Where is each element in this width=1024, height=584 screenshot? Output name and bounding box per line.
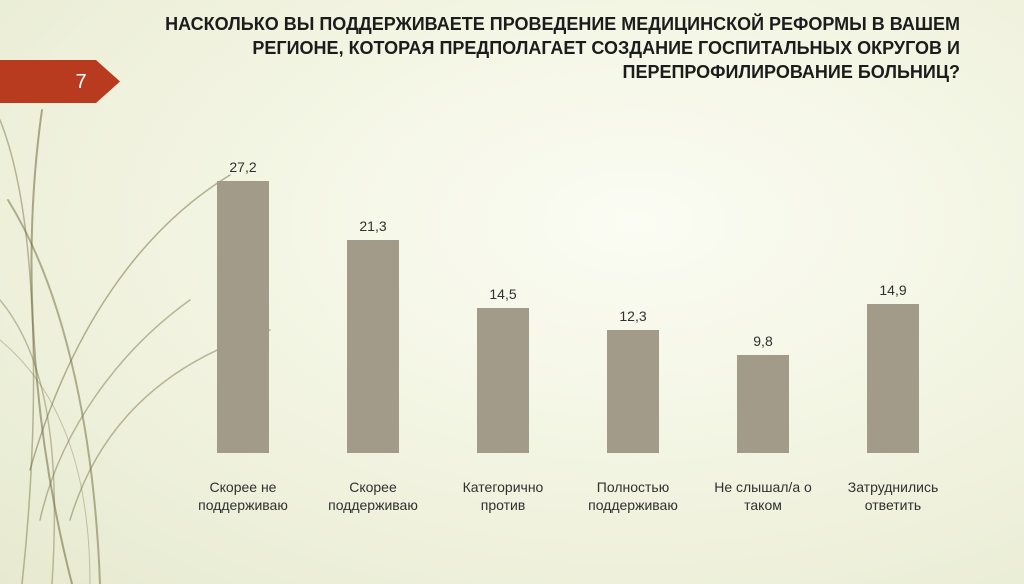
- decor-curve: [29, 174, 231, 471]
- slide-number-badge: [0, 60, 120, 103]
- category-label: Скорее поддерживаю: [328, 479, 418, 513]
- category-label-line: против: [481, 497, 526, 513]
- category-label-line: Полностью: [597, 479, 669, 495]
- decor-curve: [0, 339, 91, 584]
- slide-title-line-3: ПЕРЕПРОФИЛИРОВАНИЕ БОЛЬНИЦ?: [622, 62, 960, 82]
- category-label-line: поддерживаю: [328, 497, 418, 513]
- decor-curve: [0, 299, 56, 584]
- category-label-line: Скорее не: [210, 479, 277, 495]
- data-label: 9,8: [753, 333, 773, 349]
- slide-title: НАСКОЛЬКО ВЫ ПОДДЕРЖИВАЕТЕ ПРОВЕДЕНИЕ МЕ…: [130, 12, 960, 84]
- decor-curve: [7, 199, 101, 584]
- bar: [867, 304, 919, 453]
- slide-title-line-2: РЕГИОНЕ, КОТОРАЯ ПРЕДПОЛАГАЕТ СОЗДАНИЕ Г…: [252, 38, 960, 58]
- decor-curve: [39, 299, 191, 521]
- bar: [477, 308, 529, 453]
- slide-number: 7: [75, 71, 87, 93]
- category-label: Не слышал/а о таком: [714, 479, 812, 513]
- slide-title-line-1: НАСКОЛЬКО ВЫ ПОДДЕРЖИВАЕТЕ ПРОВЕДЕНИЕ МЕ…: [165, 14, 960, 34]
- category-label-line: Категорично: [463, 479, 544, 495]
- data-label: 27,2: [229, 159, 256, 175]
- category-label: Полностью поддерживаю: [588, 479, 678, 513]
- category-label-line: Не слышал/а о: [714, 479, 812, 495]
- data-label: 14,5: [489, 286, 516, 302]
- category-label-line: поддерживаю: [588, 497, 678, 513]
- category-label-line: ответить: [865, 497, 921, 513]
- decor-curve: [0, 119, 35, 584]
- bar: [607, 330, 659, 453]
- category-label-line: Скорее: [349, 479, 397, 495]
- decor-curve: [30, 109, 73, 584]
- category-label: Затруднились ответить: [848, 479, 939, 513]
- bar: [347, 240, 399, 453]
- data-label-group: 27,2 21,3 14,5 12,3 9,8 14,9: [229, 159, 906, 349]
- category-label-line: Затруднились: [848, 479, 939, 495]
- category-label-line: таком: [744, 497, 782, 513]
- bar-group: [217, 181, 919, 453]
- category-label: Категорично против: [463, 479, 544, 513]
- slide-number-badge-shape: [0, 60, 120, 103]
- data-label: 14,9: [879, 282, 906, 298]
- data-label: 12,3: [619, 308, 646, 324]
- category-label-line: поддерживаю: [198, 497, 288, 513]
- category-label: Скорее не поддерживаю: [198, 479, 288, 513]
- bar: [217, 181, 269, 453]
- bar: [737, 355, 789, 453]
- data-label: 21,3: [359, 218, 386, 234]
- category-label-group: Скорее не поддерживаю Скорее поддерживаю Кат…: [198, 479, 938, 513]
